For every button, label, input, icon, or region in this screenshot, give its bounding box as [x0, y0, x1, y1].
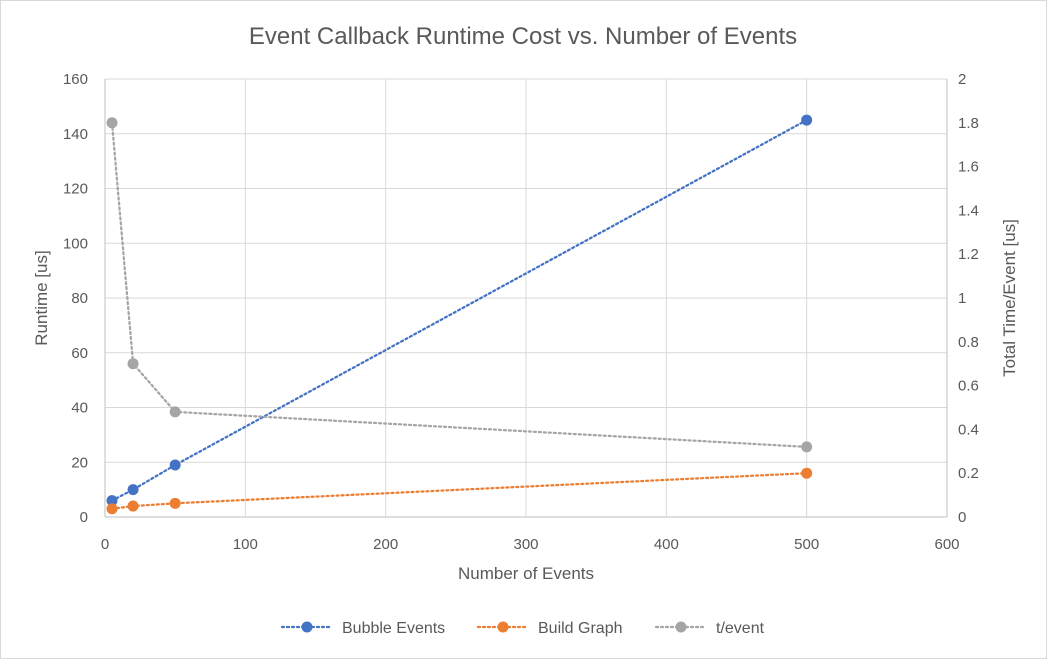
- series-bubble-events-point: [127, 484, 139, 496]
- y-tick-label: 100: [63, 235, 88, 252]
- y-tick-label: 40: [71, 400, 88, 417]
- legend-t-event-marker: [675, 621, 687, 633]
- legend-bubble-events-marker: [301, 621, 313, 633]
- x-tick-label: 200: [373, 536, 398, 553]
- y-tick-label: 160: [63, 71, 88, 88]
- axes: [104, 79, 948, 518]
- legend-build-graph-label: Build Graph: [538, 620, 623, 637]
- y2-tick-label: 0.8: [958, 334, 979, 351]
- series-t-event-point: [106, 117, 118, 129]
- series-group: [106, 114, 813, 515]
- x-axis-title: Number of Events: [458, 564, 594, 583]
- y2-tick-label: 0: [958, 509, 966, 526]
- legend-t-event-label: t/event: [716, 620, 765, 637]
- series-bubble-events-line: [110, 118, 808, 502]
- x-axis-ticks: 0 100 200 300 400 500 600: [101, 536, 960, 553]
- legend: Bubble Events Build Graph t/event: [280, 620, 765, 637]
- legend-bubble-events-label: Bubble Events: [342, 620, 445, 637]
- y-tick-label: 120: [63, 181, 88, 198]
- series-bubble-events-point: [801, 114, 813, 126]
- x-tick-label: 500: [794, 536, 819, 553]
- y-tick-label: 60: [71, 345, 88, 362]
- legend-build-graph-marker: [497, 621, 509, 633]
- y2-tick-label: 1.8: [958, 115, 979, 132]
- x-tick-label: 300: [513, 536, 538, 553]
- series-t-event-point: [801, 441, 813, 453]
- y-tick-label: 0: [80, 509, 88, 526]
- series-build-graph-point: [127, 500, 139, 512]
- y2-tick-label: 0.6: [958, 378, 979, 395]
- y-tick-label: 80: [71, 290, 88, 307]
- y2-tick-label: 1: [958, 290, 966, 307]
- y2-axis-ticks: 0 0.2 0.4 0.6 0.8 1 1.2 1.4 1.6 1.8 2: [958, 71, 979, 526]
- y-tick-label: 20: [71, 454, 88, 471]
- series-build-graph-point: [169, 497, 181, 509]
- series-t-event-point: [127, 358, 139, 370]
- series-bubble-events-point: [169, 459, 181, 471]
- series-build-graph-point: [106, 503, 118, 515]
- x-tick-label: 600: [934, 536, 959, 553]
- y2-axis-title: Total Time/Event [us]: [1000, 219, 1019, 377]
- y-axis-title: Runtime [us]: [32, 250, 51, 345]
- series-bubble-events-point: [106, 495, 118, 507]
- y-axis-ticks: 0 20 40 60 80 100 120 140 160: [63, 71, 88, 526]
- series-build-graph-line: [110, 472, 808, 510]
- x-tick-label: 0: [101, 536, 109, 553]
- y2-tick-label: 0.2: [958, 465, 979, 482]
- gridlines: [105, 78, 948, 517]
- y2-tick-label: 1.6: [958, 159, 979, 176]
- y2-tick-label: 2: [958, 71, 966, 88]
- y-tick-label: 140: [63, 126, 88, 143]
- series-build-graph-point: [801, 467, 813, 479]
- y2-tick-label: 0.4: [958, 421, 979, 438]
- series-t-event-point: [169, 406, 181, 418]
- series-t-event-line: [110, 121, 808, 449]
- y2-tick-label: 1.2: [958, 246, 979, 263]
- chart-title: Event Callback Runtime Cost vs. Number o…: [249, 23, 797, 50]
- x-tick-label: 400: [654, 536, 679, 553]
- y2-tick-label: 1.4: [958, 202, 979, 219]
- x-tick-label: 100: [233, 536, 258, 553]
